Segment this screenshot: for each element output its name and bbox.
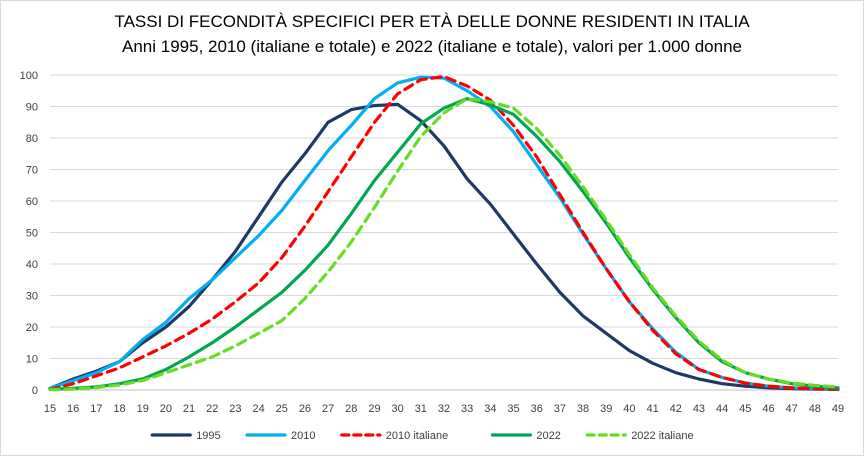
y-tick-label: 50	[26, 228, 38, 240]
x-tick-label: 23	[229, 403, 241, 415]
legend-label: 2022	[536, 430, 560, 442]
x-tick-label: 15	[44, 403, 56, 415]
x-axis-ticks: 15 16 17 18 19 20 21 22 23 24 25 26 27 28 29 30 31 32 33 34…	[44, 403, 844, 415]
y-tick-label: 20	[26, 322, 38, 334]
x-tick-label: 43	[693, 403, 705, 415]
x-tick-label: 20	[160, 403, 172, 415]
x-tick-label: 38	[577, 403, 589, 415]
x-tick-label: 49	[832, 403, 844, 415]
x-tick-label: 31	[415, 403, 427, 415]
y-tick-label: 70	[26, 165, 38, 177]
series-line-1995	[48, 102, 840, 391]
chart-subtitle: Anni 1995, 2010 (italiane e totale) e 20…	[122, 37, 742, 56]
x-tick-label: 40	[623, 403, 635, 415]
x-tick-label: 34	[484, 403, 496, 415]
x-tick-label: 19	[137, 403, 149, 415]
x-tick-label: 25	[276, 403, 288, 415]
x-tick-label: 48	[809, 403, 821, 415]
x-tick-label: 29	[368, 403, 380, 415]
x-tick-label: 47	[786, 403, 798, 415]
x-tick-label: 45	[739, 403, 751, 415]
x-tick-label: 22	[206, 403, 218, 415]
y-tick-label: 90	[26, 102, 38, 114]
x-tick-label: 46	[762, 403, 774, 415]
x-tick-label: 21	[183, 403, 195, 415]
x-tick-label: 44	[716, 403, 728, 415]
x-tick-label: 33	[461, 403, 473, 415]
y-tick-label: 0	[32, 385, 38, 397]
x-tick-label: 35	[507, 403, 519, 415]
x-tick-label: 32	[438, 403, 450, 415]
y-tick-label: 10	[26, 354, 38, 366]
y-axis-ticks: 0 10 20 30 40 50 60 70 80 90 100	[20, 70, 38, 397]
series-lines	[48, 74, 840, 392]
gridlines	[50, 74, 838, 391]
x-tick-label: 27	[322, 403, 334, 415]
x-tick-label: 41	[646, 403, 658, 415]
y-tick-label: 60	[26, 196, 38, 208]
legend-label: 1995	[196, 430, 220, 442]
x-tick-label: 17	[90, 403, 102, 415]
x-tick-label: 37	[554, 403, 566, 415]
x-tick-label: 42	[670, 403, 682, 415]
x-tick-label: 36	[531, 403, 543, 415]
legend-label: 2010 italiane	[386, 430, 448, 442]
x-tick-label: 30	[392, 403, 404, 415]
chart-title: TASSI DI FECONDITÀ SPECIFICI PER ETÀ DEL…	[114, 12, 750, 31]
x-tick-label: 28	[345, 403, 357, 415]
y-tick-label: 100	[20, 70, 38, 82]
x-tick-label: 39	[600, 403, 612, 415]
series-line-2010-italiane	[48, 74, 840, 391]
legend-label: 2010	[291, 430, 315, 442]
x-tick-label: 16	[67, 403, 79, 415]
y-tick-label: 30	[26, 291, 38, 303]
x-tick-label: 26	[299, 403, 311, 415]
x-tick-label: 24	[252, 403, 264, 415]
legend-label: 2022 italiane	[631, 430, 693, 442]
y-tick-label: 40	[26, 259, 38, 271]
x-tick-label: 18	[113, 403, 125, 415]
legend: 1995 2010 2010 italiane 2022 2022 italiane	[150, 430, 694, 442]
y-tick-label: 80	[26, 133, 38, 145]
series-line-2022-italiane	[48, 96, 840, 392]
